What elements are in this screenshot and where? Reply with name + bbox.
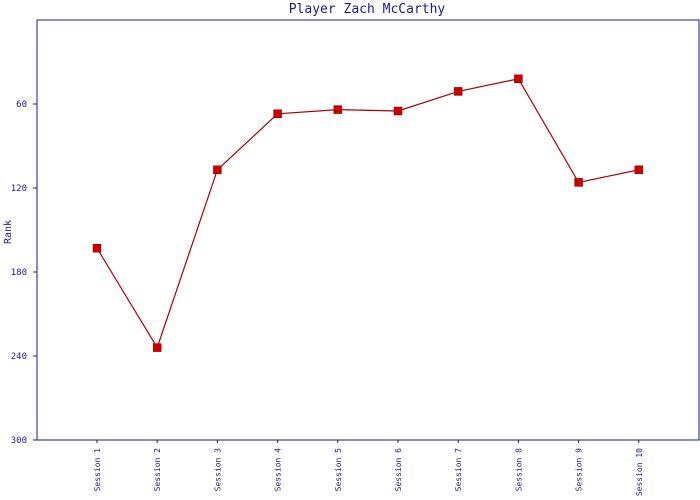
x-ticks: Session 1 Session 2 Session 3 Session 4 Sess… [93, 440, 644, 496]
data-point-marker [152, 343, 162, 352]
data-point-marker [514, 74, 523, 84]
x-tick-label: Session 8 [514, 448, 523, 492]
series-markers [92, 74, 644, 352]
y-ticks: 60 120 180 240 300 [11, 100, 37, 446]
x-tick-label: Session 7 [454, 448, 463, 492]
y-tick-label: 240 [11, 352, 27, 362]
x-tick-label: Session 4 [274, 448, 283, 492]
chart-title: Player Zach McCarthy [289, 2, 446, 17]
data-point-marker [273, 109, 282, 119]
series-line [96, 78, 639, 350]
data-point-marker [453, 87, 463, 96]
y-tick-label: 120 [11, 184, 27, 194]
x-tick-label: Session 3 [213, 448, 222, 492]
data-point-marker [634, 165, 644, 175]
data-point-marker [574, 178, 583, 187]
data-point-marker [92, 243, 102, 253]
x-tick-label: Session 9 [575, 448, 584, 492]
y-tick-label: 60 [16, 100, 27, 110]
x-tick-label: Session 6 [394, 448, 403, 492]
x-tick-label: Session 2 [153, 448, 162, 492]
plot-frame [36, 19, 700, 441]
data-point-marker [333, 105, 343, 114]
x-tick-label: Session 10 [635, 448, 644, 496]
y-axis-label: Rank [3, 220, 14, 244]
data-point-marker [393, 106, 403, 116]
y-tick-label: 180 [11, 268, 27, 278]
data-point-marker [213, 165, 222, 175]
y-tick-label: 300 [11, 436, 27, 446]
x-tick-label: Session 5 [334, 448, 343, 492]
x-tick-label: Session 1 [93, 448, 102, 492]
